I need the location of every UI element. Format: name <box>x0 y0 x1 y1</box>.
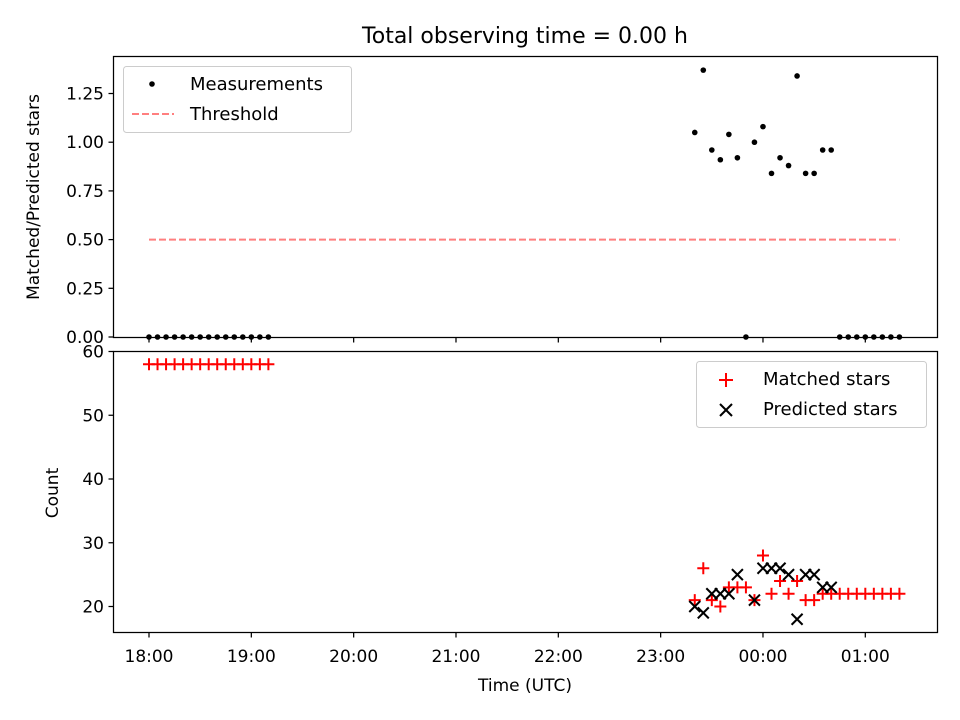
matched-star-point <box>740 581 752 593</box>
bottom-x-tick-label: 18:00 <box>125 647 174 667</box>
measurement-point <box>743 334 749 340</box>
measurement-point <box>794 73 800 79</box>
legend-measurements-marker <box>149 81 155 87</box>
top-y-tick-label: 0.25 <box>66 279 104 299</box>
bottom-y-axis-label: Count <box>43 467 63 518</box>
measurement-point <box>249 334 255 340</box>
measurement-point <box>760 124 766 130</box>
predicted-star-point <box>783 569 794 580</box>
measurement-point <box>214 334 220 340</box>
predicted-star-point <box>792 614 803 625</box>
bottom-x-axis-label: Time (UTC) <box>477 676 572 696</box>
measurement-point <box>897 334 903 340</box>
matched-star-point <box>791 575 803 587</box>
measurement-point <box>854 334 860 340</box>
bottom-x-tick-label: 20:00 <box>329 647 378 667</box>
measurement-point <box>752 139 758 145</box>
measurement-point <box>146 334 152 340</box>
measurement-point <box>206 334 212 340</box>
legend-measurements-label: Measurements <box>190 74 323 95</box>
top-y-axis-label: Matched/Predicted stars <box>24 94 44 300</box>
top-y-ticks: 0.00 0.25 0.50 0.75 1.00 1.25 <box>66 85 113 348</box>
measurement-point <box>837 334 843 340</box>
predicted-star-point <box>698 607 709 618</box>
matched-star-point <box>757 550 769 562</box>
top-panel: 0.00 0.25 0.50 0.75 1.00 1.25 Matched/Predict… <box>24 57 938 349</box>
bottom-y-tick-label: 60 <box>82 343 104 363</box>
measurement-point <box>871 334 877 340</box>
chart-title: Total observing time = 0.00 h <box>361 24 688 49</box>
matched-star-point <box>783 588 795 600</box>
matched-star-point <box>714 601 726 613</box>
top-y-tick-label: 1.25 <box>66 85 104 105</box>
measurement-point <box>845 334 851 340</box>
measurement-point <box>786 163 792 169</box>
measurement-point <box>231 334 237 340</box>
measurement-point <box>769 171 775 177</box>
top-legend: Measurements Threshold <box>124 67 352 133</box>
bottom-y-tick-label: 50 <box>82 406 104 426</box>
measurement-point <box>880 334 886 340</box>
matched-star-point <box>808 594 820 606</box>
predicted-star-point <box>732 569 743 580</box>
legend-threshold-label: Threshold <box>189 104 279 125</box>
measurement-point <box>172 334 178 340</box>
measurement-point <box>726 132 732 138</box>
bottom-y-tick-label: 40 <box>82 470 104 490</box>
measurement-point <box>163 334 169 340</box>
matched-star-point <box>262 358 274 370</box>
measurement-point <box>828 147 834 153</box>
bottom-legend: Matched stars Predicted stars <box>697 362 927 428</box>
matched-star-point <box>689 594 701 606</box>
matched-star-point <box>774 575 786 587</box>
figure: Total observing time = 0.00 h 0.000.250.… <box>0 0 960 720</box>
bottom-x-tick-label: 22:00 <box>534 647 583 667</box>
measurement-point <box>700 67 706 73</box>
measurement-point <box>223 334 229 340</box>
legend-matched-label: Matched stars <box>763 369 890 390</box>
measurement-point <box>197 334 203 340</box>
top-x-ticks <box>149 338 865 343</box>
measurement-point <box>240 334 246 340</box>
measurement-point <box>692 130 698 136</box>
bottom-x-tick-label: 00:00 <box>738 647 787 667</box>
measurement-point <box>180 334 186 340</box>
bottom-x-tick-label: 01:00 <box>841 647 890 667</box>
measurement-point <box>155 334 161 340</box>
measurement-point <box>811 171 817 177</box>
predicted-star-point <box>809 569 820 580</box>
bottom-y-ticks: 20 30 40 50 60 <box>82 343 113 618</box>
bottom-x-ticks: 18:00 19:00 20:00 21:00 22:00 23:00 00:00 01:00 <box>125 633 890 668</box>
predicted-star-point <box>775 563 786 574</box>
measurement-point <box>888 334 894 340</box>
measurement-point <box>735 155 741 161</box>
measurement-point <box>777 155 783 161</box>
measurement-point <box>820 147 826 153</box>
matched-star-point <box>766 588 778 600</box>
measurement-point <box>189 334 195 340</box>
measurement-point <box>257 334 263 340</box>
measurement-point <box>718 157 724 163</box>
top-y-tick-label: 1.00 <box>66 133 104 153</box>
matched-star-point <box>893 588 905 600</box>
legend-predicted-label: Predicted stars <box>763 399 897 420</box>
top-y-tick-label: 0.75 <box>66 182 104 202</box>
bottom-y-tick-label: 20 <box>82 598 104 618</box>
matched-star-point <box>697 562 709 574</box>
matched-star-point <box>706 594 718 606</box>
measurement-point <box>863 334 869 340</box>
measurement-point <box>266 334 272 340</box>
bottom-x-tick-label: 21:00 <box>431 647 480 667</box>
bottom-x-tick-label: 19:00 <box>227 647 276 667</box>
bottom-panel: 20 30 40 50 60 18:00 19:00 20:00 21:00 22:00 23:0… <box>43 343 938 697</box>
bottom-y-tick-label: 30 <box>82 534 104 554</box>
top-y-tick-label: 0.50 <box>66 231 104 251</box>
bottom-x-tick-label: 23:00 <box>636 647 685 667</box>
measurement-point <box>709 147 715 153</box>
measurement-point <box>803 171 809 177</box>
